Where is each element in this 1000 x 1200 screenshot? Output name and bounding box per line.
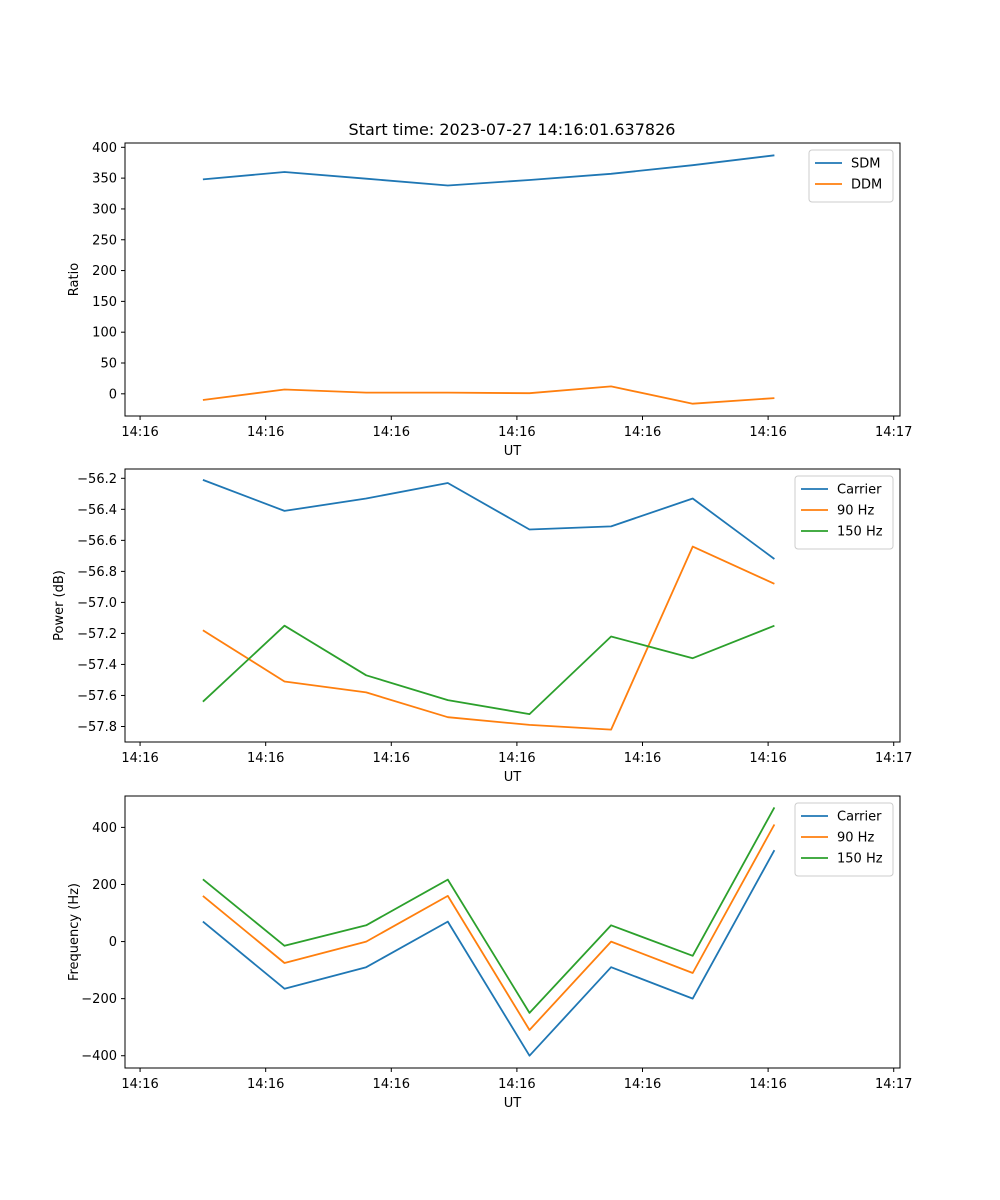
- x-tick-label: 14:16: [749, 425, 786, 440]
- series-line-90-hz: [202, 824, 776, 1031]
- legend-entry: 90 Hz: [837, 504, 874, 519]
- y-tick-label: 350: [92, 172, 117, 187]
- y-tick-label: −200: [81, 992, 117, 1007]
- y-tick-label: −57.4: [77, 658, 117, 673]
- legend-entry: DDM: [851, 178, 882, 193]
- legend-entry: Carrier: [837, 810, 882, 825]
- y-axis-label: Power (dB): [52, 570, 67, 641]
- x-tick-label: 14:16: [624, 751, 661, 766]
- legend-entry: SDM: [851, 157, 880, 172]
- x-tick-label: 14:16: [749, 1077, 786, 1092]
- x-tick-label: 14:16: [498, 751, 535, 766]
- legend-entry: 150 Hz: [837, 525, 883, 540]
- series-line-ddm: [202, 385, 775, 405]
- x-axis-label: UT: [504, 444, 522, 459]
- y-tick-label: −56.8: [77, 565, 117, 580]
- x-tick-label: 14:16: [749, 751, 786, 766]
- y-tick-label: 400: [92, 821, 117, 836]
- y-tick-label: 100: [92, 326, 117, 341]
- y-tick-label: −57.0: [77, 596, 117, 611]
- y-tick-label: −56.6: [77, 534, 117, 549]
- y-tick-label: −57.8: [77, 720, 117, 735]
- x-tick-label: 14:17: [875, 1077, 912, 1092]
- y-tick-label: −57.2: [77, 627, 117, 642]
- y-tick-label: 200: [92, 878, 117, 893]
- x-tick-label: 14:16: [121, 751, 158, 766]
- y-tick-label: −56.4: [77, 503, 117, 518]
- subplot-2: −57.8 −57.6 −57.4 −57.2 −57.0 −56.8 −56.6 −56.4…: [52, 468, 912, 785]
- x-tick-label: 14:16: [624, 425, 661, 440]
- series-line-150-hz: [202, 624, 775, 715]
- legend-entry: 90 Hz: [837, 831, 874, 846]
- chart-title: Start time: 2023-07-27 14:16:01.637826: [349, 120, 676, 139]
- plot-frame: [124, 142, 901, 417]
- x-tick-label: 14:16: [247, 425, 284, 440]
- x-tick-label: 14:16: [247, 751, 284, 766]
- x-tick-label: 14:17: [875, 425, 912, 440]
- y-tick-label: 300: [92, 202, 117, 217]
- y-tick-label: 0: [109, 935, 117, 950]
- legend: Carrier 90 Hz 150 Hz: [794, 802, 894, 877]
- y-tick-label: −57.6: [77, 689, 117, 704]
- y-tick-label: 200: [92, 264, 117, 279]
- subplot-3: −400 −200 0 200 400 14:16 14:16 14:16 14:16 14:16…: [67, 795, 912, 1111]
- legend: Carrier 90 Hz 150 Hz: [794, 475, 894, 550]
- series-line-90-hz: [202, 545, 775, 731]
- x-tick-label: 14:16: [498, 425, 535, 440]
- x-tick-label: 14:16: [498, 1077, 535, 1092]
- x-tick-label: 14:17: [875, 751, 912, 766]
- y-axis-label: Frequency (Hz): [67, 883, 82, 981]
- x-tick-label: 14:16: [373, 425, 410, 440]
- y-tick-label: 50: [100, 357, 117, 372]
- plot-frame: [124, 468, 901, 743]
- legend: SDM DDM: [808, 149, 894, 203]
- x-tick-label: 14:16: [247, 1077, 284, 1092]
- legend-entry: Carrier: [837, 483, 882, 498]
- series-line-sdm: [202, 154, 775, 187]
- legend-entry: 150 Hz: [837, 852, 883, 867]
- y-tick-label: 400: [92, 141, 117, 156]
- series-line-carrier: [202, 849, 776, 1057]
- x-tick-label: 14:16: [373, 1077, 410, 1092]
- x-tick-label: 14:16: [121, 1077, 158, 1092]
- y-tick-label: 150: [92, 295, 117, 310]
- plot-frame: [124, 795, 901, 1069]
- y-tick-label: 0: [109, 387, 117, 402]
- subplot-1: 0 50 100 150 200 250 300 350 400 14:16 14:16 14:16 1…: [67, 141, 912, 459]
- y-tick-label: −56.2: [77, 472, 117, 487]
- x-tick-label: 14:16: [373, 751, 410, 766]
- x-axis-label: UT: [504, 1096, 522, 1111]
- series-line-150-hz: [202, 806, 776, 1014]
- y-axis-label: Ratio: [67, 263, 82, 296]
- y-tick-label: 250: [92, 233, 117, 248]
- x-tick-label: 14:16: [121, 425, 158, 440]
- y-tick-label: −400: [81, 1049, 117, 1064]
- series-line-carrier: [202, 479, 775, 560]
- x-tick-label: 14:16: [624, 1077, 661, 1092]
- x-axis-label: UT: [504, 770, 522, 785]
